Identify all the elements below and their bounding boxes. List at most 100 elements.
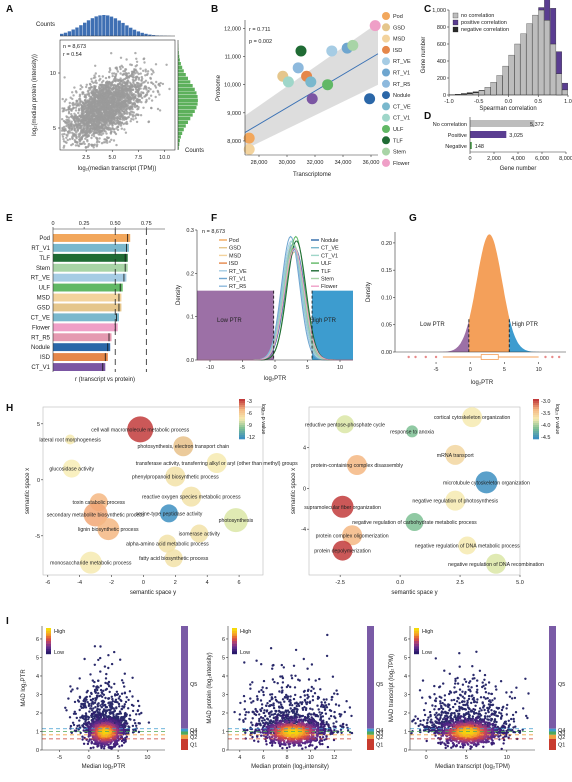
data-point [104, 681, 107, 685]
data-point [110, 52, 113, 55]
data-point [142, 91, 145, 95]
data-point [271, 667, 274, 670]
data-point [83, 107, 86, 111]
legend-swatch [452, 19, 459, 26]
go-term-label: lateral root morphogenesis [39, 437, 101, 443]
legend-label: Pod [393, 14, 403, 20]
data-point [319, 688, 322, 691]
density-point [97, 743, 100, 746]
data-point [123, 69, 127, 73]
legend-swatch [382, 102, 390, 111]
data-point [90, 702, 93, 705]
data-point [83, 124, 86, 127]
data-point [131, 103, 134, 107]
data-point [109, 85, 113, 88]
data-point [115, 68, 119, 71]
legend-label: Nodule [393, 93, 410, 99]
density-point [93, 711, 96, 714]
data-point [93, 88, 97, 91]
data-point [147, 86, 151, 90]
data-point [106, 108, 109, 111]
data-point [127, 101, 131, 104]
data-point [107, 75, 111, 79]
hist-bar [490, 82, 497, 96]
data-point [133, 101, 136, 104]
y-tick-label: 5 [36, 655, 39, 661]
hist-bar [466, 92, 473, 94]
data-point [120, 707, 123, 711]
data-point [90, 704, 93, 708]
data-point [139, 84, 142, 88]
y-tick-label: 5 [37, 422, 40, 428]
data-point [74, 140, 77, 144]
data-point [97, 117, 100, 120]
data-point [107, 697, 110, 700]
data-point [138, 704, 141, 708]
panel-label-b: B [211, 4, 218, 15]
data-point [74, 106, 78, 109]
data-point [115, 693, 119, 697]
go-term-label: response to anoxia [390, 429, 434, 435]
colorbar-label: log₁₀ p value [554, 404, 560, 435]
data-point [345, 700, 348, 703]
data-point [78, 114, 81, 117]
data-point [99, 684, 103, 687]
data-point [113, 92, 116, 96]
data-point [350, 714, 353, 718]
data-point [81, 702, 85, 706]
hist-bar [532, 14, 539, 96]
data-point [114, 700, 118, 704]
legend-label: RT_R5 [229, 284, 246, 290]
data-point [65, 141, 68, 144]
data-point [130, 88, 133, 91]
legend-label: MSD [229, 253, 241, 259]
data-point [77, 111, 80, 115]
data-point [75, 99, 78, 103]
data-point [107, 666, 110, 670]
data-point [108, 89, 111, 93]
density-point [125, 722, 128, 725]
data-point [139, 72, 142, 75]
data-point [323, 701, 327, 704]
y-axis-label: Density [366, 282, 372, 302]
y-tick-label: 2 [36, 711, 39, 717]
data-point [61, 97, 64, 101]
legend-label: CT_V1 [393, 116, 410, 122]
data-point [97, 133, 100, 136]
legend-swatch [382, 125, 390, 133]
data-point [118, 705, 121, 708]
x-tick-label: 0 [51, 221, 54, 227]
data-point [66, 123, 70, 126]
data-point [86, 110, 89, 113]
data-point [149, 77, 152, 80]
data-point [128, 112, 132, 115]
data-point [99, 112, 103, 115]
y-axis-label: log₂(median protein (intensity)) [32, 54, 38, 136]
category-label: RT_R5 [31, 335, 51, 341]
data-point [125, 122, 128, 125]
data-point [79, 705, 83, 708]
data-point [156, 107, 160, 111]
data-point [269, 693, 272, 696]
data-point [147, 721, 151, 724]
data-point [114, 113, 117, 117]
data-point [149, 94, 153, 97]
colorbar-segment [533, 437, 539, 440]
data-point [132, 73, 135, 77]
data-point [117, 78, 120, 82]
data-point [67, 697, 70, 700]
data-point [119, 72, 122, 75]
data-point [245, 711, 248, 714]
data-point [115, 143, 118, 147]
category-label: Positive [448, 133, 467, 139]
x-tick-label: 5 [117, 755, 120, 761]
colorbar-segment [239, 411, 245, 414]
colorbar-tick: -3.0 [541, 399, 550, 405]
data-point [111, 697, 114, 701]
data-point [73, 86, 76, 89]
y-tick-label: -5 [35, 534, 40, 540]
data-point [88, 710, 91, 713]
top-hist-bar [67, 31, 72, 36]
data-point [111, 711, 115, 715]
